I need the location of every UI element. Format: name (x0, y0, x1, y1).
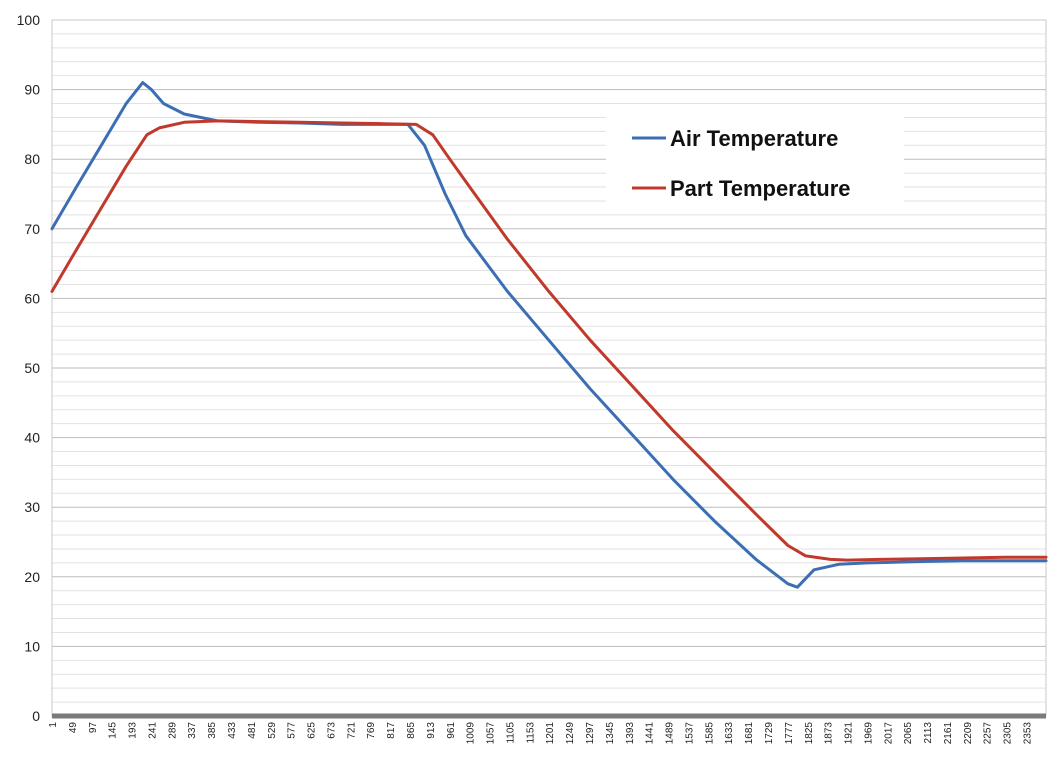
x-tick-label: 625 (307, 722, 318, 739)
x-tick-label: 1345 (605, 722, 616, 745)
x-tick-label: 817 (386, 722, 397, 739)
x-tick-label: 1585 (704, 722, 715, 745)
x-tick-label: 1297 (585, 722, 596, 745)
x-tick-label: 1009 (466, 722, 477, 745)
series-line-air-temperature (50, 81, 1048, 589)
x-tick-label: 721 (346, 722, 357, 739)
x-tick-label: 1105 (505, 722, 516, 744)
x-tick-label: 865 (406, 722, 417, 739)
series-line-part-temperature (50, 119, 1048, 562)
x-tick-label: 97 (88, 722, 99, 734)
x-tick-label: 1873 (824, 722, 835, 745)
x-tick-label: 1681 (744, 722, 755, 745)
x-tick-label: 241 (147, 722, 158, 739)
x-tick-label: 433 (227, 722, 238, 739)
y-tick-label: 50 (24, 360, 40, 376)
legend-box (606, 112, 904, 210)
x-tick-label: 289 (167, 722, 178, 739)
x-tick-label: 1393 (625, 722, 636, 745)
x-tick-label: 1729 (764, 722, 775, 745)
x-tick-label: 1489 (665, 722, 676, 745)
x-tick-label: 1969 (863, 722, 874, 745)
series-lines (50, 81, 1048, 589)
x-tick-label: 1249 (565, 722, 576, 745)
x-tick-label: 2113 (923, 722, 934, 744)
x-tick-label: 145 (108, 722, 119, 739)
legend-label-air-temperature: Air Temperature (670, 126, 838, 151)
x-tick-label: 577 (287, 722, 298, 739)
legend-label-part-temperature: Part Temperature (670, 176, 851, 201)
x-tick-label: 1633 (724, 722, 735, 745)
x-tick-labels: 1 49 97 145 193 241 289 337 385 433 481 529 577 625 67… (48, 722, 1034, 745)
y-tick-label: 0 (32, 708, 40, 724)
x-tick-label: 1921 (844, 722, 855, 745)
x-tick-label: 1153 (525, 722, 536, 744)
x-tick-label: 2257 (983, 722, 994, 745)
x-tick-label: 1777 (784, 722, 795, 745)
y-tick-label: 60 (24, 290, 40, 306)
x-tick-label: 913 (426, 722, 437, 739)
x-tick-label: 1 (48, 722, 59, 728)
x-tick-label: 673 (326, 722, 337, 739)
y-tick-label: 10 (24, 638, 40, 654)
y-tick-labels: 0 10 20 30 40 50 60 70 80 90 100 (17, 12, 41, 724)
x-tick-label: 481 (247, 722, 258, 739)
axes (51, 19, 1047, 719)
x-tick-label: 337 (187, 722, 198, 739)
x-tick-label: 2209 (963, 722, 974, 745)
y-tick-label: 20 (24, 569, 40, 585)
x-tick-label: 2017 (883, 722, 894, 745)
x-tick-label: 2305 (1003, 722, 1014, 745)
x-tick-label: 49 (68, 722, 79, 734)
x-tick-label: 1441 (645, 722, 656, 745)
x-tick-label: 1537 (684, 722, 695, 745)
y-tick-label: 70 (24, 221, 40, 237)
x-tick-label: 2065 (903, 722, 914, 745)
x-tick-label: 529 (267, 722, 278, 739)
x-tick-label: 769 (366, 722, 377, 739)
x-tick-label: 961 (446, 722, 457, 739)
legend: Air Temperature Part Temperature (606, 112, 904, 210)
x-tick-label: 1201 (545, 722, 556, 745)
x-tick-label: 1825 (804, 722, 815, 745)
y-tick-label: 80 (24, 151, 40, 167)
y-tick-label: 100 (17, 12, 41, 28)
x-tick-label: 2161 (943, 722, 954, 745)
y-tick-label: 90 (24, 82, 40, 98)
y-tick-label: 30 (24, 499, 40, 515)
x-tick-label: 385 (207, 722, 218, 739)
x-tick-label: 1057 (486, 722, 497, 745)
x-tick-label: 2353 (1023, 722, 1034, 745)
x-tick-label: 193 (128, 722, 139, 739)
y-tick-label: 40 (24, 430, 40, 446)
